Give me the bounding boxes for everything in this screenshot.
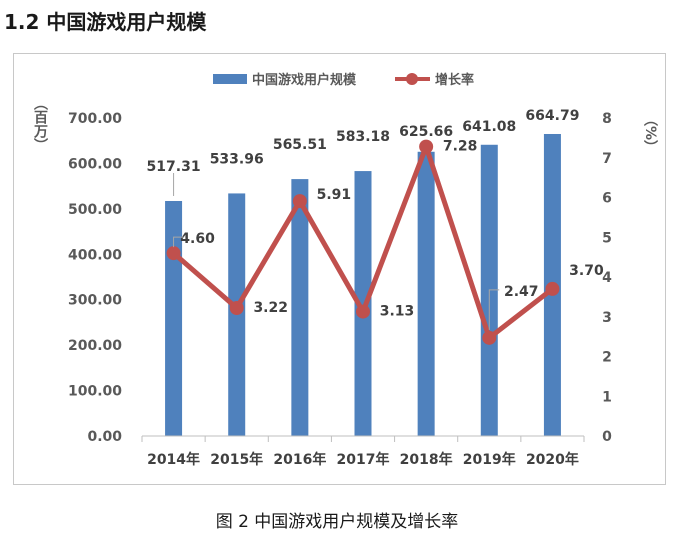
growth-point-2020年 [545,281,560,296]
growth-point-2016年 [292,194,307,209]
line-value-label: 3.13 [380,304,415,320]
right-tick-label: 0 [602,429,612,445]
x-tick-label: 2019年 [463,451,516,468]
right-axis-title: （%） [642,112,658,155]
growth-point-2018年 [419,139,434,154]
x-tick-label: 2017年 [337,451,390,468]
bar-value-label: 533.96 [210,151,264,167]
line-label-leader [173,236,184,248]
left-tick-label: 300.00 [68,293,122,309]
left-tick-label: 500.00 [68,202,122,218]
line-value-label: 2.47 [504,284,539,300]
right-tick-label: 6 [602,191,612,207]
growth-point-2015年 [229,301,244,316]
bar-2016年 [291,179,309,436]
left-tick-label: 0.00 [87,429,122,445]
line-series [166,139,560,345]
right-tick-label: 2 [602,350,612,366]
bar-2018年 [417,151,435,436]
left-tick-label: 100.00 [68,384,122,400]
left-tick-label: 400.00 [68,247,122,263]
bar-value-label: 641.08 [462,119,516,135]
left-tick-label: 700.00 [68,111,122,127]
legend-swatch-bars [213,74,247,84]
growth-point-2019年 [482,330,497,345]
right-tick-label: 8 [602,111,612,127]
bar-value-label: 565.51 [273,137,327,153]
line-label-leader [488,289,500,330]
line-value-label: 7.28 [443,139,478,155]
growth-point-2014年 [166,246,181,261]
right-tick-label: 3 [602,310,612,326]
right-tick-label: 5 [602,230,612,246]
right-tick-label: 4 [602,270,612,286]
right-tick-label: 1 [602,389,612,405]
section-title: 1.2 中国游戏用户规模 [4,10,207,34]
legend-label-line: 增长率 [435,72,474,88]
right-axis-ticks: 0 1 2 3 4 5 6 7 8 [602,111,612,445]
right-tick-label: 7 [602,151,612,167]
bar-value-label: 664.79 [525,108,579,124]
line-value-label: 4.60 [180,231,215,247]
line-value-label: 3.70 [569,263,604,279]
left-tick-label: 600.00 [68,156,122,172]
line-value-label: 5.91 [317,187,352,203]
x-tick-label: 2018年 [400,451,453,468]
combo-chart: 中国游戏用户规模 增长率 0.00100.00200.00300.00400.00… [68,72,612,468]
x-tick-label: 2014年 [147,451,200,468]
x-tick-label: 2020年 [526,451,579,468]
left-axis-ticks: 0.00 100.00 200.00 300.00 400.00 500.00 600.00… [68,111,122,445]
x-axis: 2014年 2015年 2016年 2017年 2018年 2019年 2020年 [141,435,585,468]
bar-value-label: 583.18 [336,129,390,145]
figure-caption: 图 2 中国游戏用户规模及增长率 [215,512,459,532]
bar-value-label: 625.66 [399,124,453,140]
legend-label-bars: 中国游戏用户规模 [252,72,357,88]
bar-value-label: 517.31 [147,159,201,175]
x-tick-label: 2016年 [273,451,326,468]
bar-series [165,133,561,437]
left-axis-title: （百万） [32,96,48,152]
line-value-label: 3.22 [253,300,288,316]
x-tick-label: 2015年 [210,451,263,468]
bar-2017年 [354,171,372,437]
data-labels: 517.31 533.96 565.51 583.18 625.66 641.08 664.… [147,108,604,330]
legend-marker-line [406,73,418,85]
chart-frame [13,53,666,485]
chart-legend: 中国游戏用户规模 增长率 [213,72,474,88]
growth-point-2017年 [356,304,370,319]
left-tick-label: 200.00 [68,338,122,354]
